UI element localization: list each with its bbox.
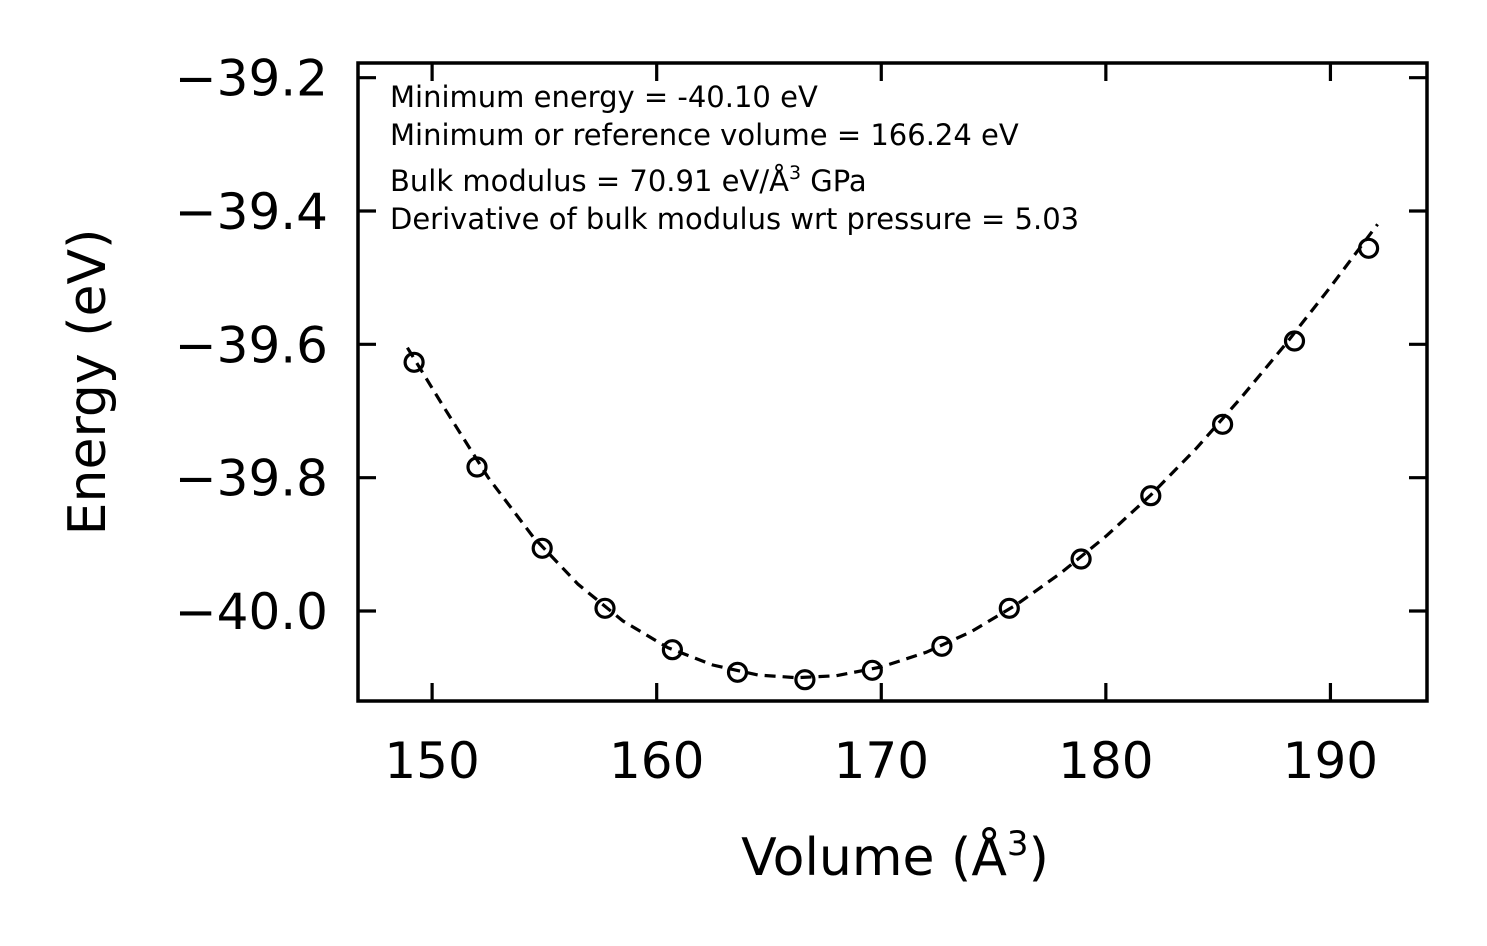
data-point [794,669,816,691]
data-point [1140,485,1162,507]
data-point [726,661,749,683]
annotation-min-volume: Minimum or reference volume = 166.24 eV [390,118,1019,152]
data-point [861,659,883,681]
x-tick-label: 180 [1058,732,1153,790]
data-point [466,456,488,478]
data-point [1211,413,1234,435]
x-axis-title-sup: 3 [1007,824,1029,864]
y-tick-label: −39.6 [175,316,328,374]
x-tick-label: 190 [1283,732,1378,790]
data-point [1070,548,1092,570]
annotation-bulk-modulus-main: Bulk modulus = 70.91 eV/Å [390,164,789,198]
x-tick-label: 150 [384,732,479,790]
y-tick-label: −39.4 [175,183,328,241]
y-tick-labels: −40.0 −39.8 −39.6 −39.4 −39.2 [175,50,328,641]
data-points-group [403,237,1380,691]
data-point [1357,237,1380,259]
data-point [661,639,684,661]
data-point [403,351,425,373]
x-axis-title-end: ) [1029,828,1049,888]
x-axis-title: Volume (Å3) [741,824,1049,888]
plot-frame [356,61,1429,703]
annotation-bulk-derivative: Derivative of bulk modulus wrt pressure … [390,202,1079,236]
annotation-bulk-modulus-sup: 3 [789,162,801,184]
annotation-bulk-modulus-unit: GPa [801,164,867,198]
fit-curve-line [406,223,1379,680]
annotation-bulk-modulus: Bulk modulus = 70.91 eV/Å3 GPa [390,162,867,198]
fit-annotation: Minimum energy = -40.10 eV Minimum or re… [390,80,1079,236]
x-tick-label: 160 [609,732,704,790]
x-tick-label: 170 [834,732,929,790]
data-point [594,597,616,619]
data-point [1283,330,1306,352]
y-tick-label: −40.0 [175,583,328,641]
y-tick-label: −39.8 [175,450,328,508]
ticks-group [358,63,1427,701]
data-point [531,537,553,559]
data-point [998,597,1020,619]
x-axis-title-main: Volume (Å [741,826,1007,888]
data-point [931,635,953,657]
x-tick-labels: 150 160 170 180 190 [384,732,1378,790]
y-tick-label: −39.2 [175,50,328,108]
y-axis-title: Energy (eV) [58,229,118,536]
annotation-min-energy: Minimum energy = -40.10 eV [390,80,818,114]
